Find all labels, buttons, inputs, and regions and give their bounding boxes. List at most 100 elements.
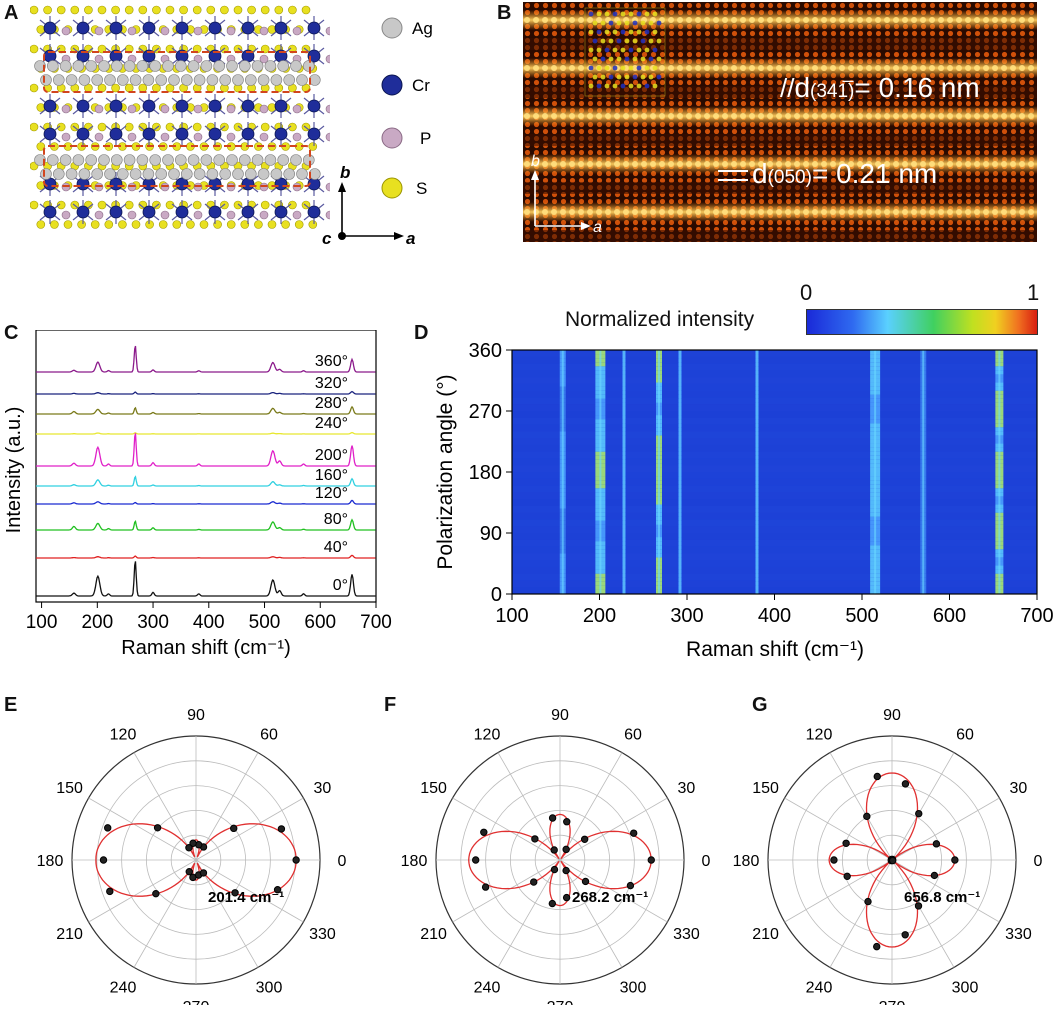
heatmap-peak-column	[998, 350, 1001, 594]
heatmap-ytick-label: 180	[469, 462, 502, 484]
polar-grid-spoke	[88, 859, 197, 923]
polar-angle-label: 180	[37, 853, 64, 870]
heatmap-peak-column	[679, 350, 681, 594]
polar-angle-label: 60	[260, 727, 278, 744]
polar-data-point	[630, 829, 638, 837]
polar-grid-spoke	[452, 797, 561, 861]
polar-grid-spoke	[195, 752, 259, 861]
colorbar-max: 1	[1027, 280, 1040, 305]
spectrum-angle-label: 160°	[315, 467, 348, 484]
polar-data-point	[548, 899, 557, 908]
spectrum-line	[36, 345, 376, 373]
polar-grid-spoke	[891, 752, 955, 861]
polar-data-point	[153, 824, 162, 832]
polar-data-point	[901, 931, 909, 939]
polar-data-point	[647, 856, 655, 864]
polar-data-point	[580, 835, 589, 843]
heatmap-ytick-label: 270	[469, 401, 502, 423]
spectrum-line	[36, 475, 376, 487]
polar-angle-label: 240	[110, 979, 137, 996]
polar-angle-label: 300	[256, 979, 283, 996]
polar-angle-label: 30	[678, 780, 696, 797]
polar-angle-label: 270	[183, 999, 210, 1005]
spectrum-angle-label: 200°	[315, 447, 348, 464]
polar-grid-spoke	[452, 859, 561, 923]
polar-data-point	[930, 871, 939, 880]
polar-data-point	[888, 856, 897, 865]
colorbar-title: Normalized intensity	[565, 308, 755, 331]
spectrum-line	[36, 499, 376, 505]
ag-layer-box	[43, 51, 311, 93]
polar-data-point	[581, 877, 590, 886]
polar-angle-label: 150	[56, 780, 83, 797]
stem-axis-a: a	[593, 219, 602, 235]
polar-grid-spoke	[891, 859, 955, 968]
polar-data-point	[481, 883, 490, 891]
p-legend-icon	[381, 127, 403, 149]
polar-data-point	[231, 889, 239, 897]
spectrum-angle-label: 240°	[315, 415, 348, 432]
heatmap-xtick-label: 600	[933, 605, 966, 627]
polar-angle-label: 240	[474, 979, 501, 996]
heatmap-peak-column	[922, 350, 925, 594]
spectra-xtick-label: 300	[137, 612, 169, 633]
polar-grid-spoke	[559, 859, 623, 968]
spectrum-line	[36, 431, 376, 435]
heatmap-peak-column	[658, 350, 660, 594]
spectrum-line	[36, 554, 376, 559]
heatmap-xtick-label: 500	[845, 605, 878, 627]
axis-a-label: a	[406, 229, 415, 248]
axis-b-label: b	[340, 163, 350, 182]
crystal-axes: b c a	[322, 163, 415, 248]
heatmap-peak-column	[874, 350, 877, 594]
heatmap-ytick-label: 360	[469, 340, 502, 362]
spectrum-angle-label: 280°	[315, 395, 348, 412]
polar-angle-label: 330	[309, 926, 336, 943]
ag-legend-icon	[381, 17, 403, 39]
polar-angle-label: 120	[474, 727, 501, 744]
polar-angle-label: 60	[956, 727, 974, 744]
polar-grid-spoke	[133, 752, 197, 861]
panel-letter-b: B	[497, 2, 512, 24]
legend-p: P	[420, 129, 431, 148]
stem-image-panel	[523, 2, 1037, 242]
polar-angle-label: 270	[879, 999, 906, 1005]
spectra-ylabel: Intensity (a.u.)	[3, 407, 25, 534]
spectrum-angle-label: 40°	[324, 539, 348, 556]
panel-letter-f: F	[384, 694, 397, 716]
polar-angle-label: 210	[56, 926, 83, 943]
polar-plot-656: 0 30 60 90 120 150 180 210 240 270 300 330 656.8 cm⁻…	[733, 707, 1043, 1005]
polar-data-point	[843, 872, 851, 881]
polar-data-point	[189, 839, 197, 847]
polar-data-point	[562, 866, 570, 875]
stem-axis-b: b	[531, 153, 540, 170]
polar-grid-spoke	[559, 797, 668, 861]
polar-plot-201: 0 30 60 90 120 150 180 210 240 270 300 330 201.4 cm⁻…	[37, 707, 347, 1005]
polar-angle-label: 300	[620, 979, 647, 996]
polar-angle-label: 60	[624, 727, 642, 744]
heatmap-ytick-label: 0	[491, 584, 502, 606]
polar-data-point	[152, 889, 160, 898]
polar-data-point	[915, 809, 923, 818]
polar-angle-label: 0	[338, 853, 347, 870]
polar-angle-label: 90	[551, 707, 569, 724]
spectrum-angle-label: 0°	[333, 577, 348, 594]
polar-data-point	[863, 812, 871, 821]
d-spacing-341: //d(341̅)= 0.16 nm	[780, 72, 980, 103]
polar-data-point	[842, 839, 850, 847]
spectrum-angle-label: 360°	[315, 353, 348, 370]
polar-angle-label: 0	[702, 853, 711, 870]
spectrum-angle-label: 320°	[315, 375, 348, 392]
polar-data-point	[471, 856, 480, 864]
polar-grid-spoke	[829, 752, 893, 861]
crystal-structure-panel	[30, 5, 330, 229]
stem-axes: b a	[531, 153, 602, 235]
spectrum-line	[36, 518, 376, 531]
spectrum-line	[36, 561, 376, 597]
polar-angle-label: 330	[1005, 926, 1032, 943]
spectra-xlabel: Raman shift (cm⁻¹)	[121, 637, 290, 659]
polar-data-point	[550, 865, 559, 874]
polar-plot-268: 0 30 60 90 120 150 180 210 240 270 300 330 268.2 cm⁻…	[401, 707, 711, 1005]
colorbar-min: 0	[800, 280, 813, 305]
polar-grid-spoke	[891, 797, 1000, 861]
